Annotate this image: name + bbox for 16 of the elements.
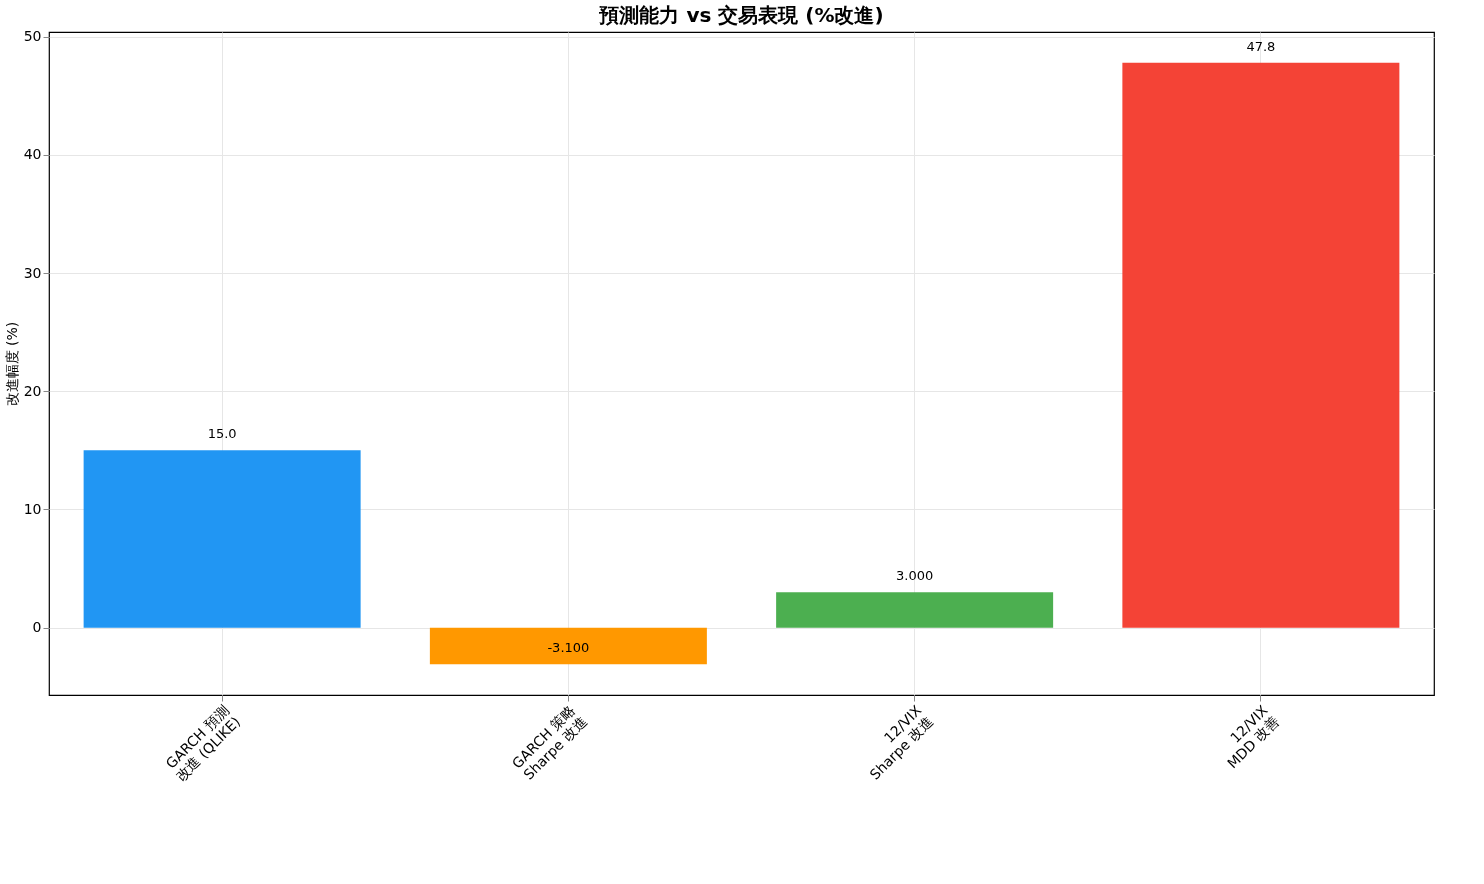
bar	[776, 592, 1054, 628]
bar	[1122, 62, 1400, 628]
y-axis-title: 改進幅度 (%)	[3, 321, 20, 407]
y-tick-label: 40	[23, 146, 42, 163]
data-label: 15.0	[207, 426, 237, 442]
y-tick-label: 50	[23, 28, 42, 45]
y-tick-label: 10	[23, 500, 42, 517]
y-tick-label: 20	[23, 382, 42, 399]
bar	[83, 450, 361, 628]
data-label: 47.8	[1246, 38, 1276, 54]
data-label: 3.000	[896, 568, 934, 584]
chart-title: 預測能力 vs 交易表現 (%改進)	[598, 2, 884, 27]
bar	[429, 627, 707, 665]
data-label: -3.100	[547, 640, 590, 656]
y-tick-label: 30	[23, 264, 42, 281]
y-tick-label: 0	[32, 619, 42, 636]
